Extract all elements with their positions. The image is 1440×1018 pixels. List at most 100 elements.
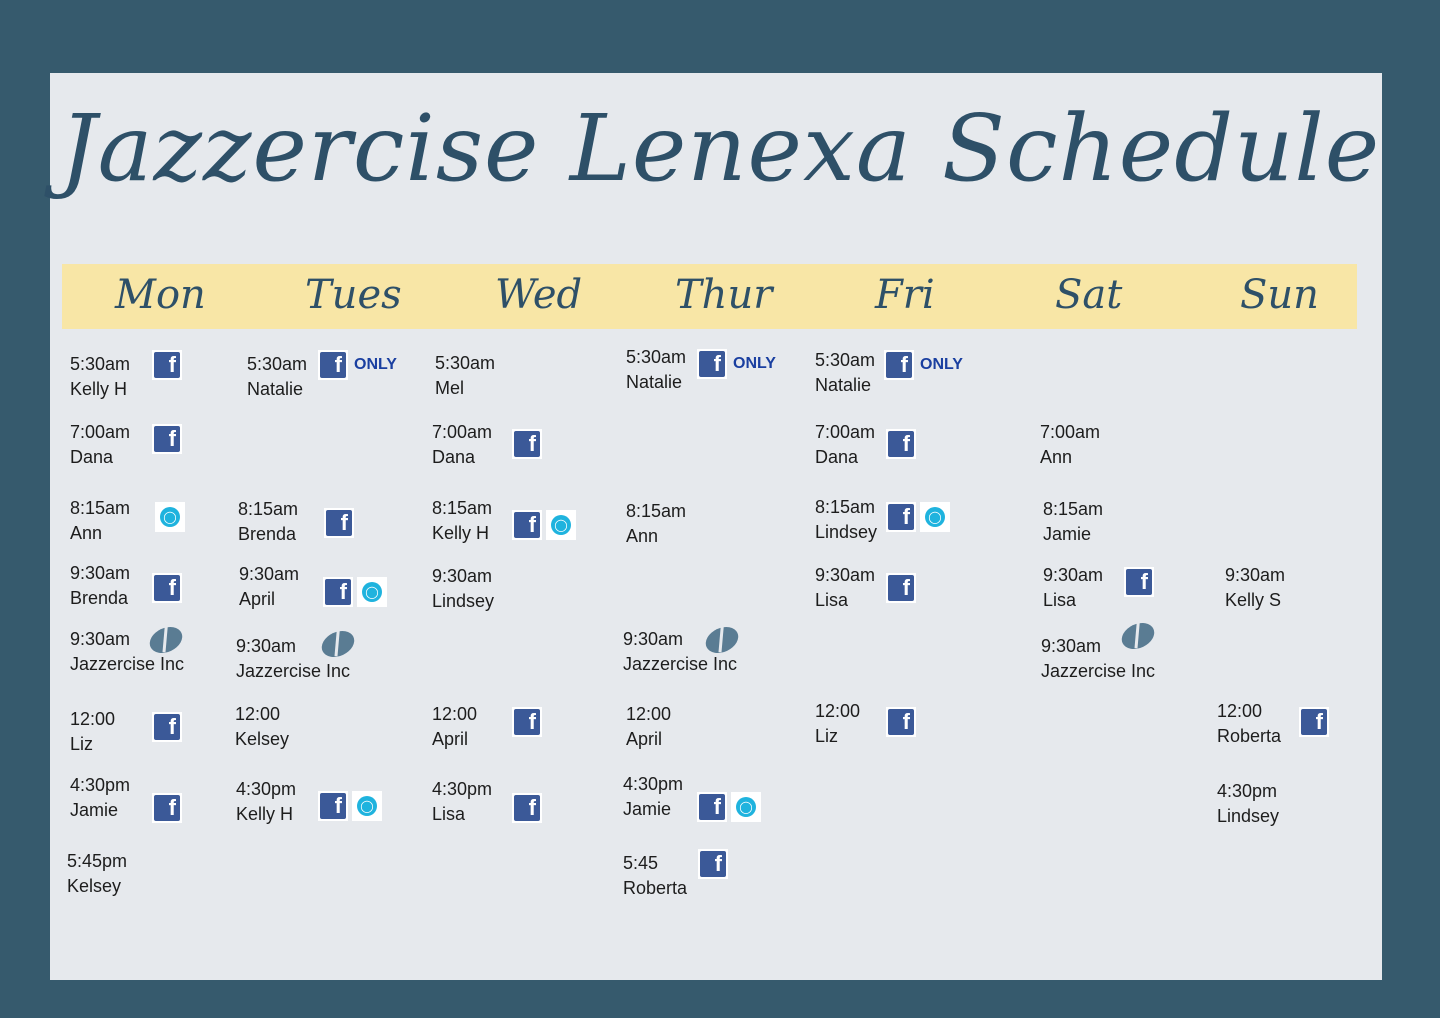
facebook-icon: f	[152, 350, 182, 380]
class-icons: f	[698, 849, 728, 879]
class-instructor: Lisa	[1043, 590, 1077, 610]
class-entry: 9:30am Lisa	[1043, 563, 1103, 613]
class-icons: f	[1299, 707, 1329, 737]
class-time: 12:00	[235, 704, 281, 724]
class-instructor: Ann	[70, 523, 103, 543]
class-time: 12:00	[1217, 701, 1263, 721]
class-entry: 12:00 Roberta	[1217, 699, 1281, 749]
class-icons: f ONLY	[697, 349, 776, 379]
jazzercise-logo-icon	[317, 625, 359, 663]
class-instructor: Brenda	[70, 588, 129, 608]
class-icons: ◯	[155, 502, 185, 532]
stroller-icon: ◯	[731, 792, 761, 822]
class-time: 12:00	[70, 709, 116, 729]
class-time: 5:30am	[435, 353, 496, 373]
facebook-icon: f	[323, 577, 353, 607]
class-icons: f	[512, 429, 542, 459]
class-entry: 12:00 April	[432, 702, 477, 752]
class-time: 8:15am	[70, 498, 131, 518]
class-icons: f	[886, 573, 916, 603]
class-instructor: Jazzercise Inc	[623, 654, 738, 674]
class-icons: f	[152, 793, 182, 823]
class-entry: 9:30am April	[239, 562, 299, 612]
class-entry: 4:30pm Kelly H	[236, 777, 296, 827]
class-instructor: Jamie	[1043, 524, 1092, 544]
class-instructor: Lisa	[815, 590, 849, 610]
facebook-icon: f	[324, 508, 354, 538]
class-icons: f ◯	[697, 792, 761, 822]
class-icons: f ONLY	[884, 350, 963, 380]
class-icons: f ONLY	[318, 350, 397, 380]
class-instructor: Kelly S	[1225, 590, 1282, 610]
class-instructor: Brenda	[238, 524, 297, 544]
day-label-wed: Wed	[495, 272, 583, 318]
class-time: 7:00am	[70, 422, 131, 442]
stroller-icon: ◯	[352, 791, 382, 821]
stroller-icon: ◯	[920, 502, 950, 532]
class-instructor: Dana	[70, 447, 114, 467]
class-time: 12:00	[626, 704, 672, 724]
class-entry: 4:30pm Lindsey	[1217, 779, 1279, 829]
class-time: 8:15am	[815, 497, 876, 517]
facebook-icon: f	[318, 350, 348, 380]
day-label-mon: Mon	[115, 272, 206, 318]
class-entry: 7:00am Dana	[432, 420, 492, 470]
stroller-icon: ◯	[546, 510, 576, 540]
class-time: 9:30am	[1225, 565, 1286, 585]
class-entry: 7:00am Ann	[1040, 420, 1100, 470]
class-time: 5:45pm	[67, 851, 128, 871]
class-instructor: Lindsey	[432, 591, 495, 611]
class-entry: 5:30am Natalie	[247, 352, 307, 402]
jazzercise-logo-icon	[145, 621, 187, 659]
class-icons	[1117, 617, 1159, 655]
class-entry: 12:00 Liz	[70, 707, 115, 757]
class-instructor: Dana	[815, 447, 859, 467]
class-time: 12:00	[432, 704, 478, 724]
class-icons: f	[886, 707, 916, 737]
facebook-icon: f	[698, 849, 728, 879]
stroller-icon: ◯	[357, 577, 387, 607]
class-entry: 8:15am Kelly H	[432, 496, 492, 546]
facebook-only-label: ONLY	[920, 356, 963, 373]
class-entry: 9:30am Jazzercise Inc	[236, 634, 350, 684]
class-instructor: Liz	[70, 734, 94, 754]
class-instructor: Jazzercise Inc	[70, 654, 185, 674]
class-instructor: Kelly H	[70, 379, 128, 399]
day-header-band	[62, 264, 1357, 329]
facebook-only-label: ONLY	[354, 356, 397, 373]
class-time: 8:15am	[1043, 499, 1104, 519]
class-icons: f	[1124, 567, 1154, 597]
day-label-fri: Fri	[875, 272, 935, 318]
day-label-sat: Sat	[1055, 272, 1123, 318]
class-instructor: Jazzercise Inc	[236, 661, 351, 681]
class-entry: 9:30am Jazzercise Inc	[70, 627, 184, 677]
class-entry: 9:30am Jazzercise Inc	[1041, 634, 1155, 684]
facebook-icon: f	[512, 793, 542, 823]
class-instructor: Kelly H	[236, 804, 294, 824]
class-instructor: Dana	[432, 447, 476, 467]
facebook-icon: f	[152, 424, 182, 454]
stroller-icon: ◯	[155, 502, 185, 532]
class-time: 9:30am	[236, 636, 297, 656]
class-entry: 8:15am Ann	[626, 499, 686, 549]
class-instructor: Kelsey	[235, 729, 290, 749]
class-instructor: April	[626, 729, 663, 749]
class-entry: 4:30pm Lisa	[432, 777, 492, 827]
class-entry: 8:15am Lindsey	[815, 495, 877, 545]
class-time: 4:30pm	[1217, 781, 1278, 801]
class-entry: 9:30am Lindsey	[432, 564, 494, 614]
class-icons: f	[512, 793, 542, 823]
facebook-icon: f	[697, 349, 727, 379]
facebook-icon: f	[152, 573, 182, 603]
class-instructor: Lindsey	[815, 522, 878, 542]
class-icons	[145, 621, 187, 659]
class-time: 9:30am	[815, 565, 876, 585]
day-label-sun: Sun	[1240, 272, 1319, 318]
class-time: 9:30am	[70, 629, 131, 649]
class-instructor: April	[432, 729, 469, 749]
facebook-icon: f	[318, 791, 348, 821]
class-instructor: Lisa	[432, 804, 466, 824]
day-label-thur: Thur	[675, 272, 773, 318]
class-time: 8:15am	[432, 498, 493, 518]
class-icons: f	[152, 573, 182, 603]
